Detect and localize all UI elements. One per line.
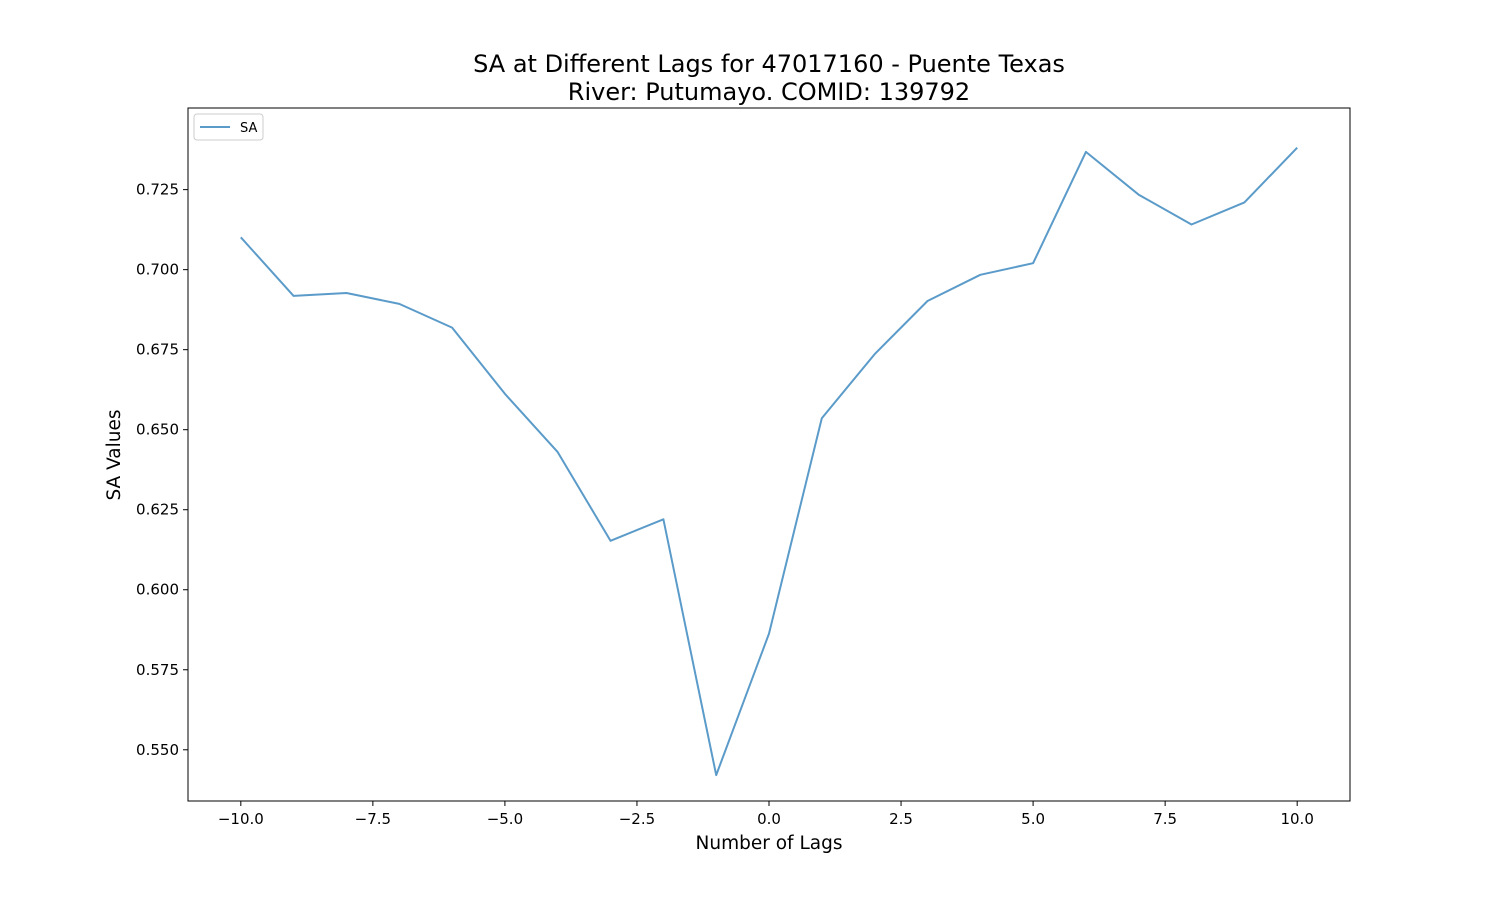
x-tick-label: 10.0 (1280, 810, 1313, 828)
y-axis-label: SA Values (104, 409, 125, 500)
y-tick-label: 0.600 (136, 581, 179, 599)
x-tick-label: −10.0 (218, 810, 264, 828)
legend: SA (193, 113, 264, 141)
x-tick-label: 0.0 (757, 810, 781, 828)
x-tick-label: 5.0 (1021, 810, 1045, 828)
y-tick-label: 0.700 (136, 261, 179, 279)
y-tick-label: 0.650 (136, 421, 179, 439)
y-tick-label: 0.725 (136, 181, 179, 199)
y-tick-label: 0.625 (136, 501, 179, 519)
x-tick-label: 2.5 (889, 810, 913, 828)
x-tick-label: 7.5 (1153, 810, 1177, 828)
series-line-sa (240, 147, 1298, 777)
legend-label-sa: SA (240, 121, 257, 136)
x-axis-label: Number of Lags (696, 833, 843, 854)
y-tick-label: 0.675 (136, 341, 179, 359)
axes-frame (187, 107, 1351, 802)
x-tick-label: −2.5 (619, 810, 655, 828)
plot-area: −10.0 −7.5 −5.0 −2.5 0.0 2.5 5.0 7.5 10.0 0.550 0.… (136, 107, 1351, 828)
x-tick-label: −7.5 (355, 810, 391, 828)
y-tick-label: 0.575 (136, 661, 179, 679)
chart-title: SA at Different Lags for 47017160 - Puen… (473, 50, 1065, 78)
x-tick-label: −5.0 (487, 810, 523, 828)
y-tick-label: 0.550 (136, 741, 179, 759)
chart-subtitle: River: Putumayo. COMID: 139792 (568, 78, 970, 106)
